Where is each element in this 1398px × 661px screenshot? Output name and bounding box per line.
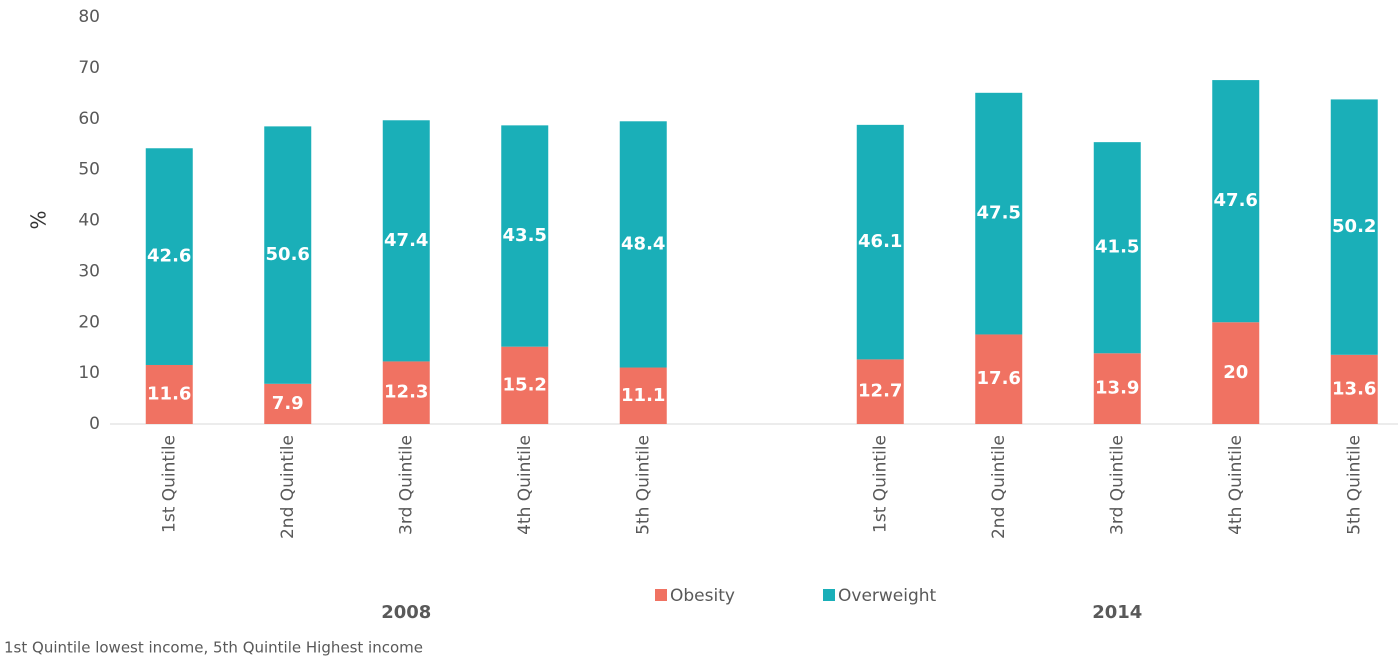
value-label: 12.7 xyxy=(858,381,902,402)
group-label: 2014 xyxy=(1092,602,1142,623)
bar-segment xyxy=(264,383,312,424)
bar-segment xyxy=(975,92,1023,335)
x-tick-label: 2nd Quintile xyxy=(278,435,298,539)
y-tick-label: 70 xyxy=(78,58,100,78)
bar-segment xyxy=(382,361,430,424)
bar-segment xyxy=(619,367,667,424)
value-label: 13.6 xyxy=(1332,378,1376,399)
bar-segment xyxy=(1212,322,1260,424)
bar-segment xyxy=(501,346,549,424)
group-label: 2008 xyxy=(381,602,431,623)
y-tick-label: 60 xyxy=(78,109,100,129)
value-label: 13.9 xyxy=(1095,378,1139,399)
x-tick-label: 1st Quintile xyxy=(870,435,890,533)
y-tick-label: 10 xyxy=(78,363,100,383)
bar-segment xyxy=(1212,80,1260,323)
legend-label: Obesity xyxy=(670,586,735,606)
bar-segment xyxy=(382,120,430,362)
value-label: 41.5 xyxy=(1095,237,1139,258)
footnote: 1st Quintile lowest income, 5th Quintile… xyxy=(4,639,423,657)
value-label: 42.6 xyxy=(147,246,191,267)
value-label: 7.9 xyxy=(272,393,304,414)
x-tick-label: 5th Quintile xyxy=(633,435,653,535)
y-tick-label: 0 xyxy=(89,414,100,434)
x-tick-label: 5th Quintile xyxy=(1344,435,1364,535)
bar-segment xyxy=(264,126,312,384)
value-label: 11.6 xyxy=(147,383,191,404)
y-tick-label: 30 xyxy=(78,261,100,281)
value-label: 48.4 xyxy=(621,233,665,254)
value-label: 50.2 xyxy=(1332,216,1376,237)
bar-segment xyxy=(1093,353,1141,424)
x-tick-label: 3rd Quintile xyxy=(1107,435,1127,535)
bar-segment xyxy=(975,334,1023,424)
x-tick-label: 2nd Quintile xyxy=(989,435,1009,539)
value-label: 11.1 xyxy=(621,385,665,406)
y-tick-label: 80 xyxy=(78,7,100,27)
y-tick-label: 50 xyxy=(78,160,100,180)
value-label: 50.6 xyxy=(266,244,310,265)
x-tick-label: 4th Quintile xyxy=(515,435,535,535)
legend-swatch xyxy=(655,589,667,601)
value-label: 17.6 xyxy=(977,368,1021,389)
value-label: 47.4 xyxy=(384,230,428,251)
value-label: 47.5 xyxy=(977,203,1021,224)
value-label: 15.2 xyxy=(503,374,547,395)
value-label: 43.5 xyxy=(503,225,547,246)
bar-segment xyxy=(1330,99,1378,355)
bar-segment xyxy=(145,148,193,365)
x-tick-label: 3rd Quintile xyxy=(396,435,416,535)
value-label: 46.1 xyxy=(858,231,902,252)
value-label: 12.3 xyxy=(384,382,428,403)
x-tick-label: 1st Quintile xyxy=(159,435,179,533)
y-axis-label: % xyxy=(27,210,51,229)
bar-segment xyxy=(145,364,193,424)
bar-segment xyxy=(856,359,904,424)
bar-segment xyxy=(1330,354,1378,424)
legend-label: Overweight xyxy=(838,586,937,606)
value-label: 47.6 xyxy=(1214,190,1258,211)
bar-segment xyxy=(501,125,549,347)
legend-swatch xyxy=(823,589,835,601)
bar-segment xyxy=(856,124,904,360)
y-tick-label: 40 xyxy=(78,211,100,231)
bar-segment xyxy=(1093,142,1141,354)
value-label: 20 xyxy=(1223,362,1248,383)
y-tick-label: 20 xyxy=(78,312,100,332)
bar-segment xyxy=(619,121,667,368)
x-tick-label: 4th Quintile xyxy=(1226,435,1246,535)
